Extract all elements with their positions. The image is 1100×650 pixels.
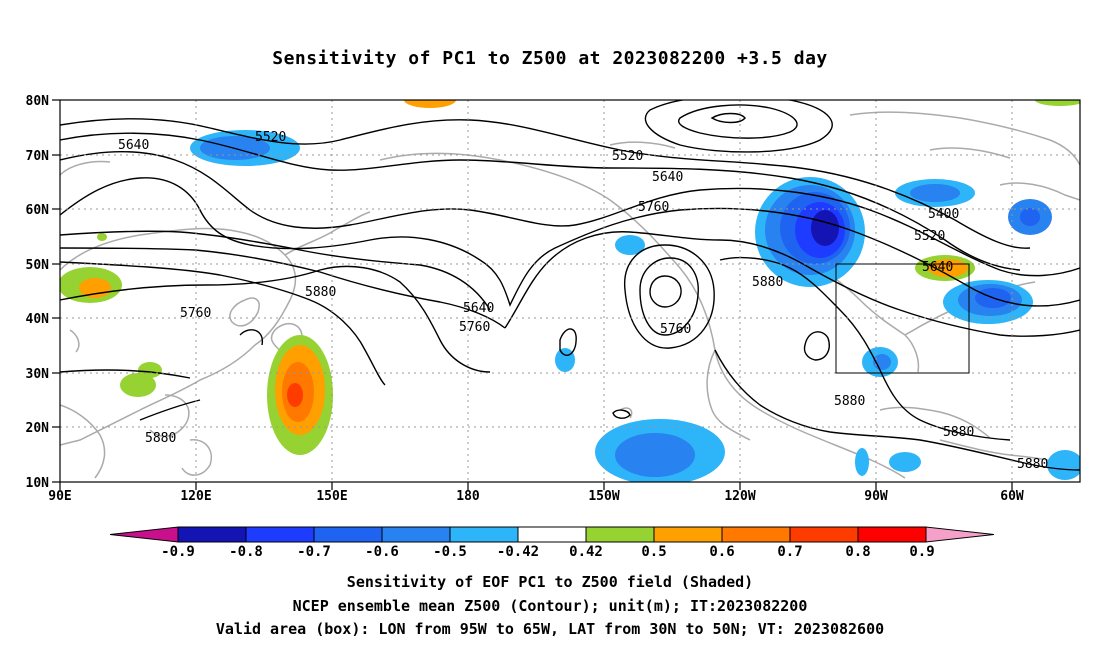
map-frame <box>59 99 1081 483</box>
contour-label: 5760 <box>660 322 691 337</box>
contour-label: 5880 <box>145 431 176 446</box>
lon-label: 90W <box>864 489 888 504</box>
contour-labels: 5520 5640 5520 5640 5760 5400 5520 5640 … <box>118 130 1048 472</box>
contour-label: 5880 <box>1017 457 1048 472</box>
lat-label: 10N <box>26 476 50 491</box>
caption-valid-area: Valid area (box): LON from 95W to 65W, L… <box>215 620 885 638</box>
z500-contours <box>60 100 1080 471</box>
contour-label: 5880 <box>752 275 783 290</box>
grid-lines <box>60 100 1080 482</box>
lon-label: 120W <box>724 489 755 504</box>
lon-label: 150W <box>588 489 619 504</box>
contour-label: 5640 <box>922 260 953 275</box>
lon-label: 150E <box>316 489 347 504</box>
lat-label: 80N <box>26 94 50 109</box>
contour-label: 5880 <box>834 394 865 409</box>
lat-label: 60N <box>26 203 50 218</box>
contour-label: 5760 <box>638 200 669 215</box>
longitude-labels: 90E 120E 150E 180 150W 120W 90W 60W <box>48 489 1024 504</box>
lon-label: 120E <box>180 489 211 504</box>
lon-label: 90E <box>48 489 71 504</box>
latitude-labels: 80N 70N 60N 50N 40N 30N 20N 10N <box>26 94 50 491</box>
lon-label: 60W <box>1000 489 1024 504</box>
contour-label: 5400 <box>928 207 959 222</box>
caption-shaded: Sensitivity of EOF PC1 to Z500 field (Sh… <box>346 573 754 591</box>
contour-label: 5880 <box>305 285 336 300</box>
contour-label: 5760 <box>459 320 490 335</box>
lat-label: 50N <box>26 258 50 273</box>
lat-label: 70N <box>26 149 50 164</box>
contour-label: 5640 <box>652 170 683 185</box>
lat-label: 40N <box>26 312 50 327</box>
valid-area-box <box>835 263 970 374</box>
contour-label: 5640 <box>463 301 494 316</box>
contour-label: 5760 <box>180 306 211 321</box>
sensitivity-map: 5520 5640 5520 5640 5760 5400 5520 5640 … <box>26 94 1081 504</box>
contour-label: 5520 <box>612 149 643 164</box>
axis-ticks <box>52 99 1013 490</box>
contour-label: 5520 <box>255 130 286 145</box>
lat-label: 20N <box>26 421 50 436</box>
figure-title: Sensitivity of PC1 to Z500 at 2023082200… <box>272 48 828 69</box>
contour-label: 5880 <box>943 425 974 440</box>
lon-label: 180 <box>456 489 480 504</box>
lat-label: 30N <box>26 367 50 382</box>
contour-label: 5520 <box>914 229 945 244</box>
caption-contour: NCEP ensemble mean Z500 (Contour); unit(… <box>292 597 808 615</box>
contour-label: 5640 <box>118 138 149 153</box>
